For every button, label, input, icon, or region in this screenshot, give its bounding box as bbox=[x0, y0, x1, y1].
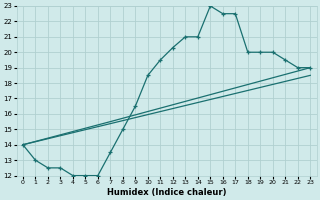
X-axis label: Humidex (Indice chaleur): Humidex (Indice chaleur) bbox=[107, 188, 226, 197]
